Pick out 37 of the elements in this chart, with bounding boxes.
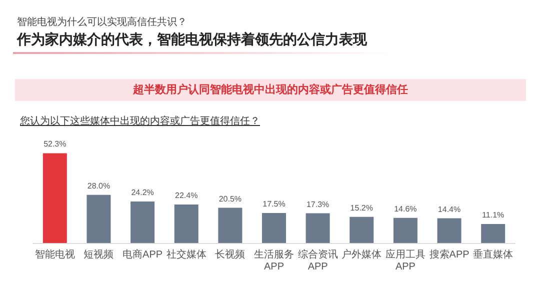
x-tick-label: 长视频 [215,248,246,260]
bar [306,213,330,243]
text: 超半数用户认同智能电视中出现的内容或广告更值得信任 [15,79,526,101]
bar [174,204,198,243]
data-label: 24.2% [131,188,154,197]
data-label: 11.1% [482,210,504,220]
bar [393,218,418,243]
y-axis-title: 您认为以下这些媒体中出现的内容或广告更值得信任？ [20,114,260,128]
chart-title: 作为家内媒介的代表，智能电视保持着领先的公信力表现 [17,31,367,49]
data-label: 20.5% [218,194,242,204]
data-label: 22.4% [175,191,198,200]
x-tick-label: 生活服务APP [254,248,294,272]
x-tick-label: 短视频 [84,248,114,260]
x-tick-label: 综合资讯APP [298,248,338,272]
bar [350,216,374,243]
chart-subtitle: 智能电视为什么可以实现高信任共识？ [17,16,187,29]
x-tick-label: 应用工具APP [385,248,426,272]
x-tick-label: 社交媒体 [166,248,206,260]
data-label: 14.6% [394,204,417,214]
bar [42,153,67,243]
bar [437,218,462,243]
x-tick-label: 搜索APP [429,248,470,260]
data-label: 28.0% [87,181,110,190]
data-label: 17.3% [306,200,330,209]
bar [130,201,155,243]
bar [262,212,286,243]
x-tick-label: 垂直媒体 [473,248,514,260]
bar [218,208,242,243]
data-label: 15.2% [350,203,373,212]
x-tick-label: 户外媒体 [342,248,382,260]
bar [86,194,111,243]
data-label: 52.3% [44,140,66,149]
x-tick-label: 电商APP [122,248,163,260]
x-tick-label: 智能电视 [34,248,75,260]
bar [481,224,506,243]
data-label: 17.5% [262,199,286,208]
data-label: 14.4% [438,204,461,214]
